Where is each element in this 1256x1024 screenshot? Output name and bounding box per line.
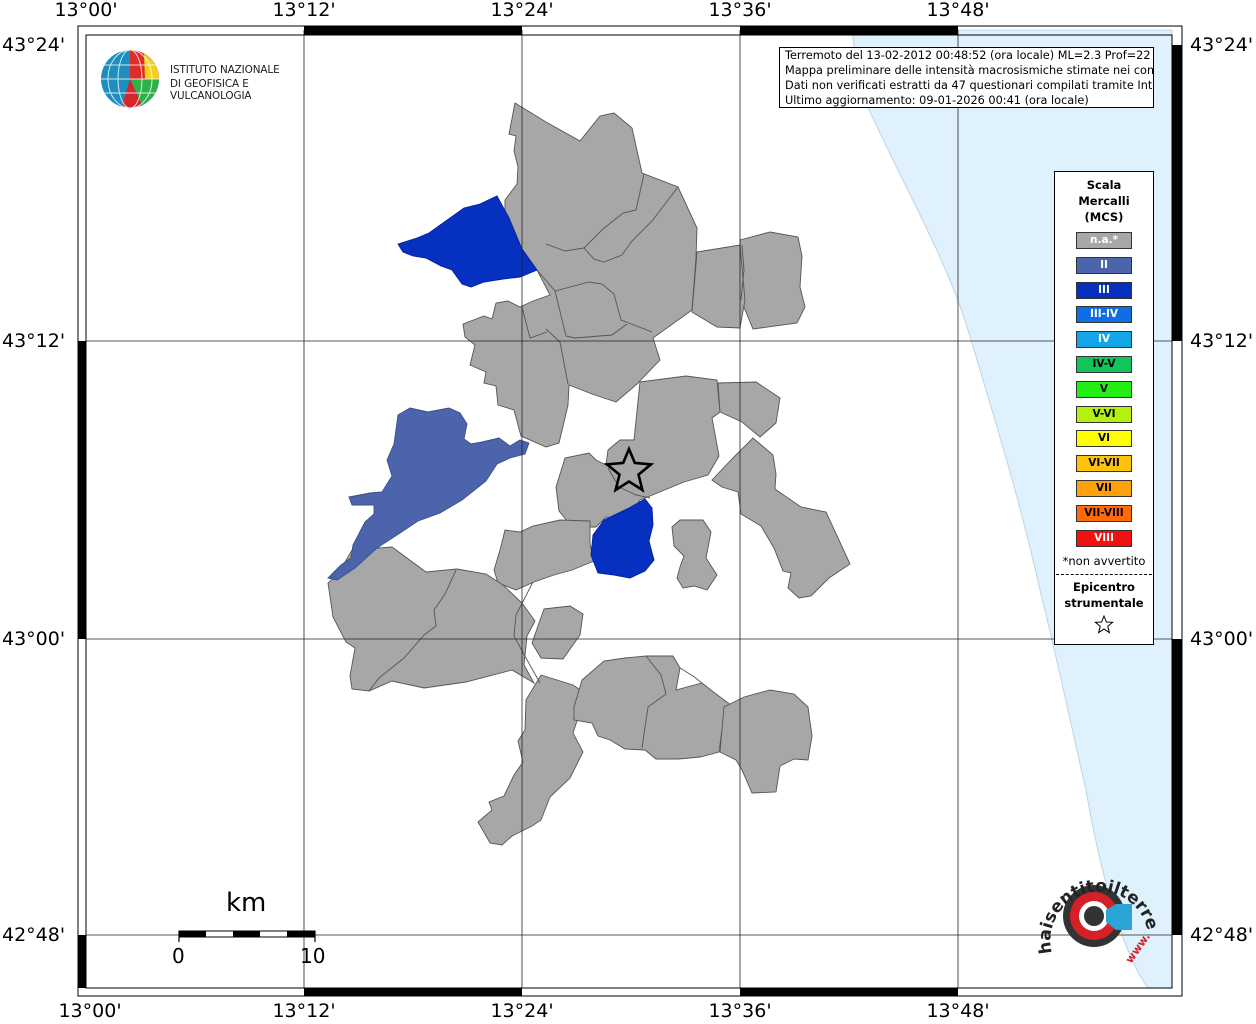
municipality-area [717,381,781,438]
legend-items: n.a.* II III III-IV IV IV-V V V-VI VI VI-VII VII VI… [1055,232,1153,547]
left-tick-4248: 42°48' [2,924,66,946]
top-tick-1300: 13°00' [54,0,118,21]
legend-swatch-iii-iv: III-IV [1076,306,1132,324]
left-tick-4300: 43°00' [2,628,66,650]
right-tick-4312: 43°12' [1190,330,1254,352]
hst-logo-prefix: www. [1123,930,1153,965]
info-line-event: Terremoto del 13-02-2012 00:48:52 (ora l… [785,49,1154,62]
municipality-area [531,605,584,660]
legend-swatch-v: V [1076,380,1132,398]
ingv-name-line2: DI GEOFISICA E VULCANOLOGIA [170,78,252,102]
municipality-area [711,437,851,599]
municipality-intensity-iii [397,195,538,288]
legend-swatch-vi-vii: VI-VII [1076,455,1132,473]
event-info-box: Terremoto del 13-02-2012 00:48:52 (ora l… [779,47,1154,108]
right-tick-4300: 43°00' [1190,628,1254,650]
map-frame [77,25,1183,997]
legend-swatch-n-a: n.a.* [1076,232,1132,249]
municipality-area [477,674,593,846]
scale-start-label: 0 [172,944,185,968]
epicenter-star-icon [603,445,655,493]
municipality-area [671,519,718,591]
top-tick-1312: 13°12' [272,0,336,21]
municipality-area [719,689,813,794]
legend-note: *non avvertito [1062,554,1146,569]
municipalities-not-felt [327,102,851,846]
top-tick-1324: 13°24' [490,0,554,21]
legend-swatch-viii: VIII [1076,529,1132,547]
legend-swatch-v-vi: V-VI [1076,405,1132,423]
scale-end-label: 10 [300,944,326,968]
legend-swatch-ii: II [1076,256,1132,274]
bottom-tick-1324: 13°24' [490,1000,554,1022]
ingv-logo: ISTITUTO NAZIONALE DI GEOFISICA E VULCAN… [100,48,310,110]
municipality-intensity-iii [590,498,655,579]
legend-swatch-vi: VI [1076,430,1132,448]
legend-divider [1056,574,1152,576]
info-line-map: Mappa preliminare delle intensità macros… [785,64,1154,77]
left-tick-4312: 43°12' [2,330,66,352]
legend-swatch-vii: VII [1076,479,1132,497]
municipality-area [739,231,806,330]
legend-star-icon [1055,615,1153,639]
bottom-tick-1336: 13°36' [708,1000,772,1022]
haisentito-logo: haisentitoilterremoto.it www. [1023,843,1162,978]
right-tick-4248: 42°48' [1190,924,1254,946]
ingv-name-line1: ISTITUTO NAZIONALE [170,64,280,76]
top-tick-1348: 13°48' [926,0,990,21]
municipality-area [555,375,721,528]
legend-title: Scala Mercalli (MCS) [1078,178,1130,224]
scale-unit: km [226,888,267,918]
left-tick-4324: 43°24' [2,34,66,56]
legend-epicenter-label: Epicentro strumentale [1064,580,1144,611]
municipality-intensity-ii [327,407,530,581]
municipality-area [573,655,732,760]
legend-swatch-iv: IV [1076,331,1132,349]
right-tick-4324: 43°24' [1190,34,1254,56]
municipality-area [691,244,746,329]
municipality-area [493,519,595,591]
graticule [86,30,1172,988]
bottom-tick-1300: 13°00' [58,1000,122,1022]
bottom-tick-1348: 13°48' [926,1000,990,1022]
scale-bar-graphic [178,930,316,942]
legend-swatch-iii: III [1076,281,1132,299]
bottom-tick-1312: 13°12' [272,1000,336,1022]
info-line-updated: Ultimo aggiornamento: 09-01-2026 00:41 (… [785,94,1089,107]
scale-bar: km 0 10 [170,888,340,978]
ingv-globe-icon [101,49,159,109]
intensity-legend: Scala Mercalli (MCS) n.a.* II III III-IV IV I… [1054,171,1154,645]
top-tick-1336: 13°36' [708,0,772,21]
legend-swatch-vii-viii: VII-VIII [1076,504,1132,522]
municipality-area [327,546,536,692]
info-line-data: Dati non verificati estratti da 47 quest… [785,79,1154,92]
legend-swatch-iv-v: IV-V [1076,355,1132,373]
